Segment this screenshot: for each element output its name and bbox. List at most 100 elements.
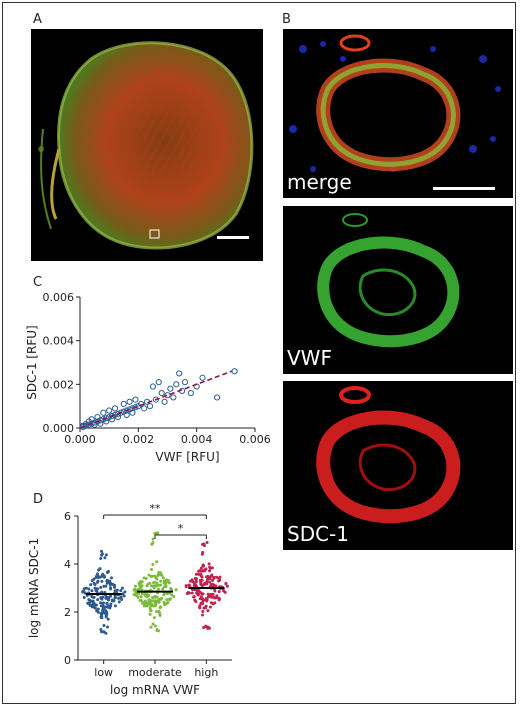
dot-point [205, 582, 209, 586]
dot-point [104, 596, 108, 600]
scatter-point [123, 407, 130, 414]
dot-point [106, 598, 110, 602]
category-label: high [194, 666, 218, 679]
dot-point [136, 595, 140, 599]
scatter-point [155, 379, 162, 386]
dot-point [199, 601, 203, 605]
scatter-point [100, 409, 107, 416]
dot-point [144, 576, 148, 580]
dot-point [93, 586, 97, 590]
dot-point [189, 579, 193, 583]
dot-point [99, 549, 103, 553]
dot-point [120, 586, 124, 590]
dot-point [209, 574, 213, 578]
dot-point [102, 584, 106, 588]
dot-point [202, 606, 206, 610]
dot-point [98, 567, 102, 571]
dot-point [96, 572, 100, 576]
micro-image-merge: merge [283, 29, 513, 198]
dot-point [194, 577, 198, 581]
dot-point [211, 592, 215, 596]
dot-point [142, 601, 146, 605]
dot-point [137, 592, 141, 596]
dot-point [115, 588, 119, 592]
dot-point [201, 613, 205, 617]
scatter-point [123, 411, 130, 418]
scatter-point [181, 379, 189, 386]
dot-point [138, 598, 142, 602]
dot-point [212, 595, 216, 599]
dot-point [225, 584, 229, 588]
dot-point [201, 542, 205, 546]
category-label: low [94, 666, 113, 679]
dot-point [198, 578, 202, 582]
micro-image-sdc1: SDC-1 [283, 381, 513, 550]
scatter-point [91, 421, 98, 428]
dot-point [207, 562, 211, 566]
scatter-point [176, 370, 183, 377]
dot-point [105, 581, 109, 585]
scatter-point [129, 409, 136, 416]
dot-point [96, 598, 100, 602]
dot-point [89, 583, 93, 587]
dot-point [187, 583, 191, 587]
scatter-point [126, 398, 133, 405]
scatter-chart-c: 0.000 0.002 0.004 0.006 0.000 0.002 0.004 0.006… [25, 291, 270, 464]
dot-point [155, 628, 159, 632]
dot-point [153, 624, 157, 628]
scatter-point [97, 420, 104, 427]
dot-point [91, 599, 95, 603]
x-axis-title-c: VWF [RFU] [155, 450, 219, 464]
dot-point [105, 602, 109, 606]
scatter-point [106, 407, 113, 414]
dot-point [149, 609, 153, 613]
y-tick-label-d: 2 [64, 606, 71, 619]
dot-point [90, 579, 94, 583]
dot-point [151, 563, 155, 567]
scatter-point [129, 405, 136, 412]
dot-point [155, 581, 159, 585]
dot-point [109, 586, 113, 590]
dot-point [109, 604, 113, 608]
dot-point [194, 572, 198, 576]
dot-point [192, 595, 196, 599]
scatter-point [187, 389, 194, 397]
dot-point [117, 596, 121, 600]
dot-point [150, 567, 154, 571]
dot-point [153, 580, 157, 584]
dot-point [211, 582, 215, 586]
dot-point [169, 587, 173, 591]
scatter-point [146, 403, 154, 410]
x-tick-label-c: 0.000 [64, 433, 96, 446]
dot-point [211, 602, 215, 606]
dot-point [104, 605, 108, 609]
dot-point [148, 612, 152, 616]
dot-point [100, 590, 104, 594]
scatter-point [152, 396, 159, 403]
dot-point [100, 616, 104, 620]
scatter-point [103, 415, 110, 422]
dot-point [143, 604, 147, 608]
dot-point [102, 623, 106, 627]
fit-line [79, 370, 232, 429]
dot-point [170, 593, 174, 597]
y-tick-label-c: 0.006 [43, 291, 75, 304]
dot-point [95, 609, 99, 613]
scatter-point [117, 409, 124, 416]
dot-point [96, 579, 100, 583]
dot-point [151, 537, 155, 541]
dot-point [150, 542, 154, 546]
dot-point [112, 585, 116, 589]
dot-point [217, 576, 221, 580]
dot-point [156, 574, 160, 578]
y-tick-label-c: 0.004 [43, 335, 75, 348]
dot-point [108, 579, 112, 583]
scatter-point [85, 421, 92, 428]
dot-point [111, 582, 115, 586]
dot-point [154, 576, 158, 580]
dot-point [105, 610, 109, 614]
dot-point [155, 560, 159, 564]
dot-point [140, 592, 144, 596]
x-tick-label-c: 0.006 [239, 433, 270, 446]
dot-point [151, 604, 155, 608]
